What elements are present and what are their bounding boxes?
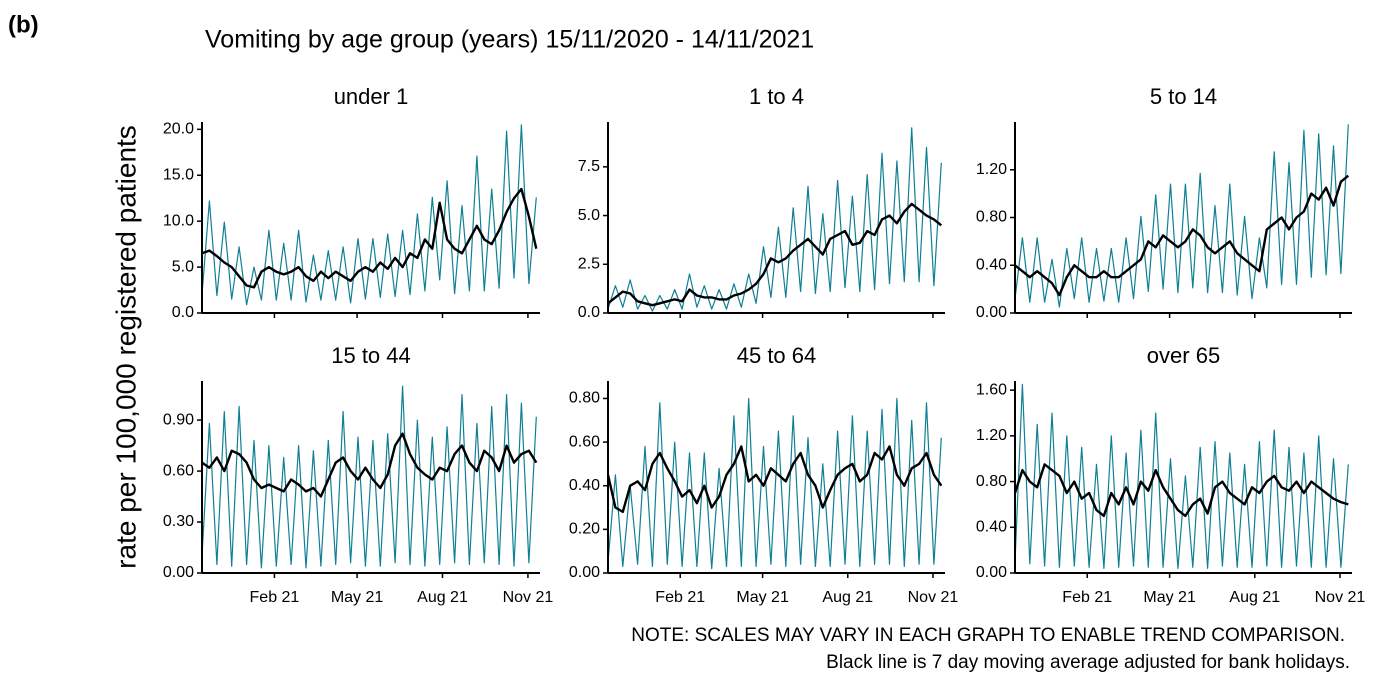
note: NOTE: SCALES MAY VARY IN EACH GRAPH TO E…: [631, 625, 1345, 646]
y-tick-label: 15.0: [163, 166, 194, 183]
x-tick-label: Feb 21: [1062, 589, 1112, 606]
moving-average-line: [607, 202, 943, 307]
y-tick-label: 0.40: [976, 256, 1007, 273]
facet-title: 45 to 64: [737, 343, 817, 368]
daily-line: [201, 385, 537, 569]
x-tick-label: Nov 21: [1315, 589, 1366, 606]
y-tick-label: 0.00: [569, 564, 600, 581]
daily-line: [201, 124, 537, 306]
moving-average-line: [201, 187, 538, 289]
y-tick-label: 1.60: [976, 381, 1007, 398]
y-tick-label: 0.80: [976, 473, 1007, 490]
moving-average-line: [1013, 463, 1349, 518]
y-tick-label: 5.0: [578, 207, 600, 224]
y-tick-label: 0.0: [578, 304, 600, 321]
y-tick-label: 0.00: [163, 564, 194, 581]
facet-title: 15 to 44: [331, 343, 411, 368]
panel-label: (b): [8, 11, 39, 38]
y-tick-label: 5.0: [172, 258, 194, 275]
y-tick-label: 0.40: [569, 477, 600, 494]
facet-title: under 1: [334, 84, 409, 109]
y-tick-label: 0.0: [172, 304, 194, 321]
daily-line: [1014, 383, 1349, 569]
y-tick-label: 2.5: [578, 255, 600, 272]
x-tick-label: Aug 21: [822, 589, 873, 606]
x-tick-label: Nov 21: [503, 589, 554, 606]
y-tick-label: 0.00: [976, 564, 1007, 581]
y-tick-label: 1.20: [976, 427, 1007, 444]
x-tick-label: Feb 21: [250, 589, 300, 606]
y-tick-label: 1.20: [976, 161, 1007, 178]
x-tick-label: Aug 21: [417, 589, 468, 606]
chart-title: Vomiting by age group (years) 15/11/2020…: [205, 26, 814, 54]
y-tick-label: 0.20: [569, 521, 600, 538]
y-tick-label: 7.5: [578, 158, 600, 175]
x-tick-label: May 21: [736, 589, 789, 606]
y-tick-label: 0.60: [163, 462, 194, 479]
x-tick-label: Nov 21: [908, 589, 959, 606]
y-axis-label: rate per 100,000 registered patients: [110, 125, 141, 569]
moving-average-line: [201, 432, 538, 498]
daily-line: [607, 127, 942, 312]
moving-average-line: [1014, 174, 1350, 297]
y-tick-label: 0.80: [976, 209, 1007, 226]
note: Black line is 7 day moving average adjus…: [826, 652, 1350, 673]
moving-average-line: [606, 445, 943, 514]
y-tick-label: 0.40: [976, 519, 1007, 536]
y-tick-label: 10.0: [163, 212, 194, 229]
y-tick-label: 0.30: [163, 513, 194, 530]
y-tick-label: 0.80: [569, 390, 600, 407]
x-tick-label: May 21: [1143, 589, 1196, 606]
y-tick-label: 20.0: [163, 121, 194, 138]
y-tick-label: 0.90: [163, 411, 194, 428]
facet-title: over 65: [1147, 343, 1220, 368]
facet-title: 5 to 14: [1150, 84, 1217, 109]
daily-line: [607, 397, 942, 570]
facet-title: 1 to 4: [749, 84, 804, 109]
x-tick-label: May 21: [331, 589, 384, 606]
x-tick-label: Aug 21: [1229, 589, 1280, 606]
y-tick-label: 0.00: [976, 304, 1007, 321]
y-tick-label: 0.60: [569, 433, 600, 450]
x-tick-label: Feb 21: [655, 589, 705, 606]
